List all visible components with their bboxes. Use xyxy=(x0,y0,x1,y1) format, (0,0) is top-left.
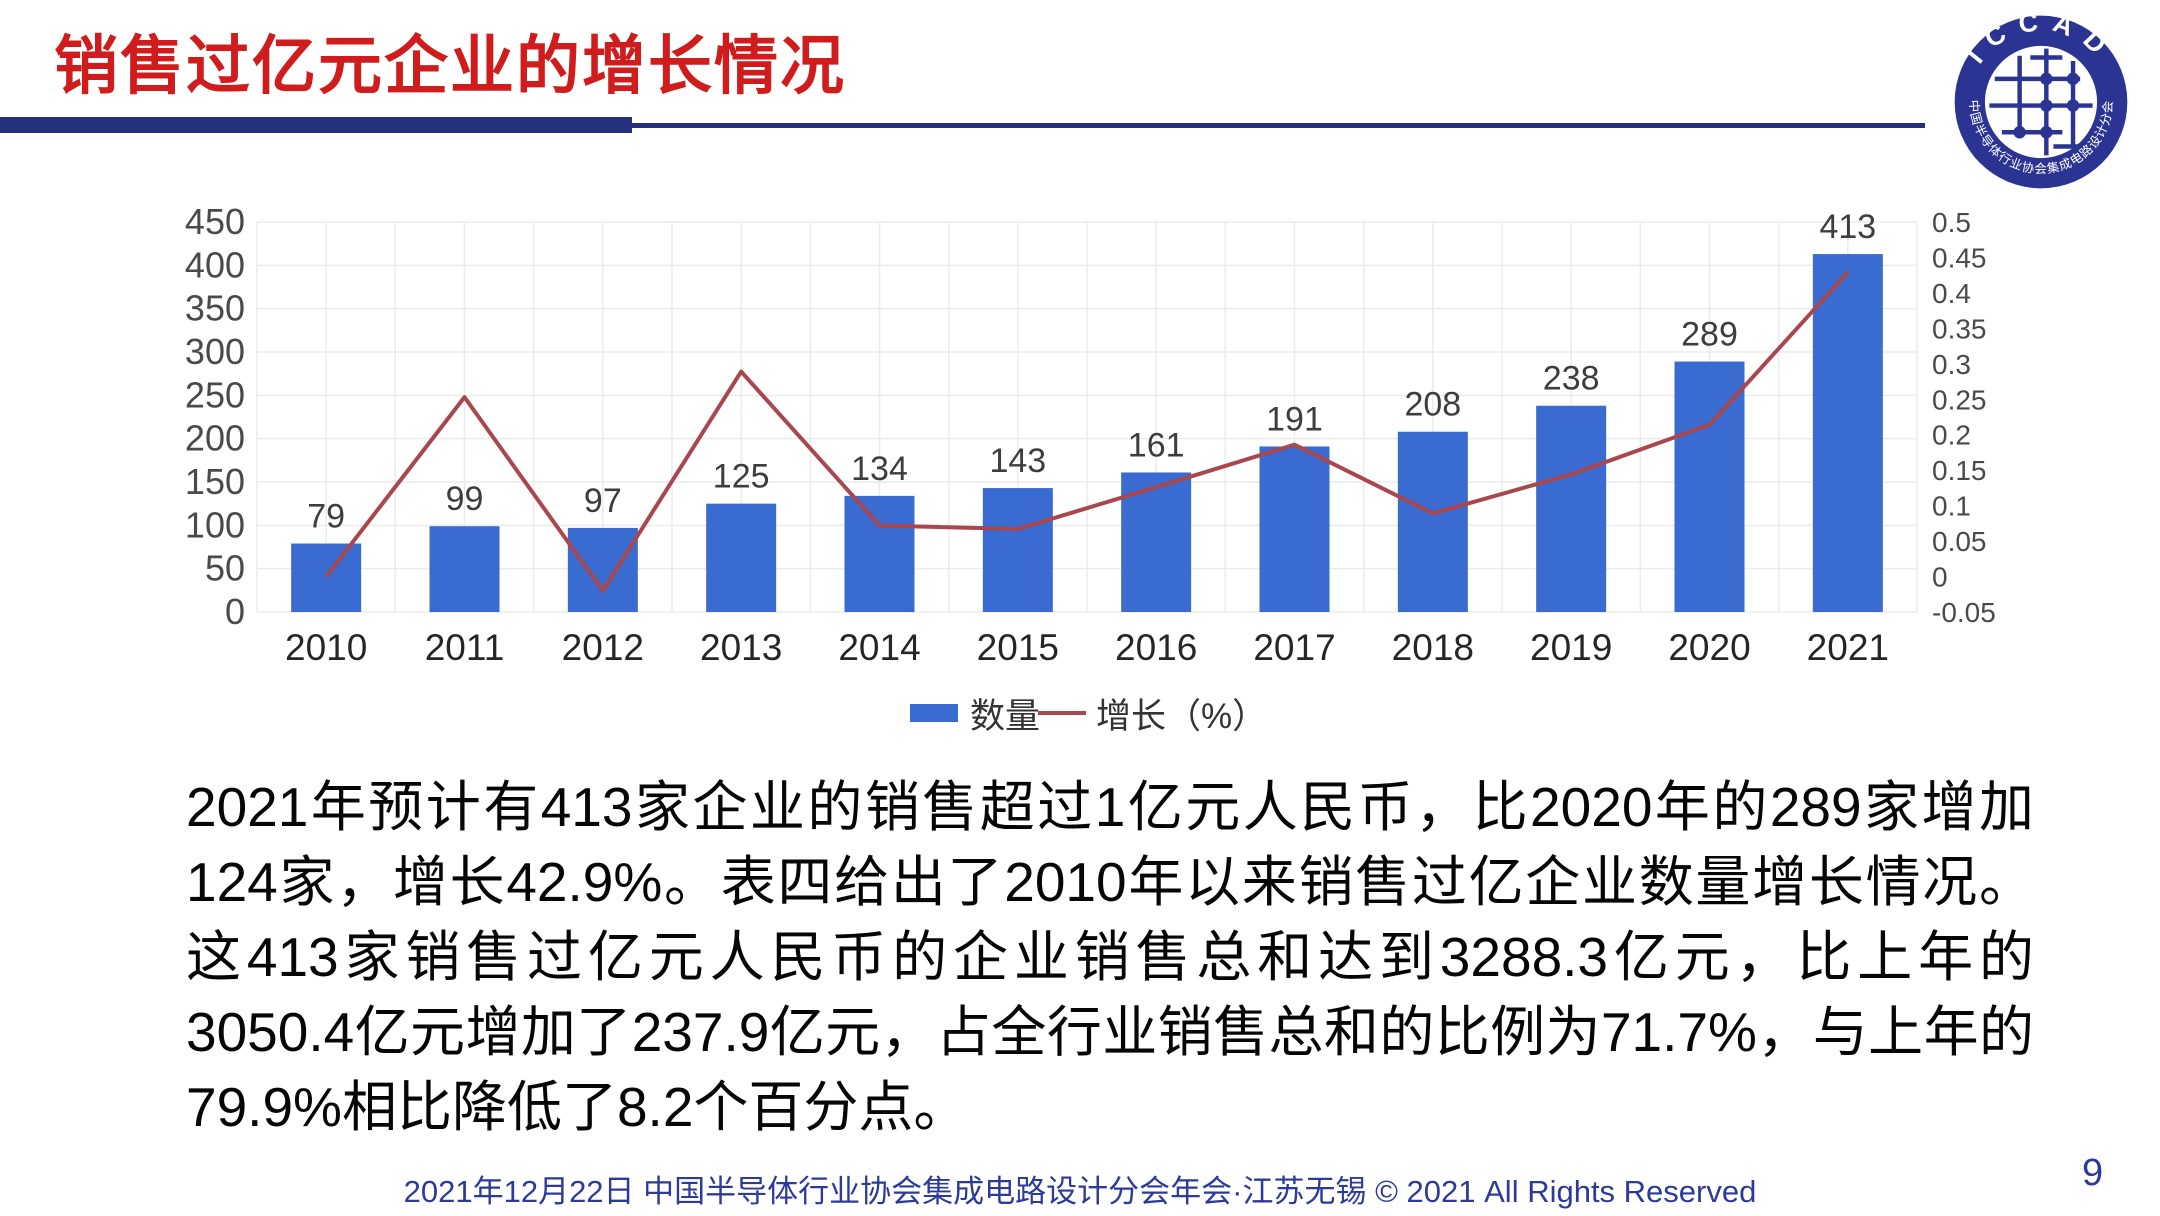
growth-chart-svg: 4504003503002502001501005000.50.450.40.3… xyxy=(185,201,1996,736)
bar-2015 xyxy=(982,488,1053,612)
chart-gridlines xyxy=(256,221,1918,613)
svg-text:413: 413 xyxy=(1819,208,1876,246)
growth-chart: 450 400 350 300 250 200 150 100 50 0 0.5 0.45 0.4 0.3… xyxy=(150,150,2010,760)
svg-text:97: 97 xyxy=(584,482,622,520)
svg-text:238: 238 xyxy=(1543,360,1600,398)
bar-2010 xyxy=(291,543,362,612)
bar-2020 xyxy=(1674,361,1745,612)
bar-2013 xyxy=(706,503,777,612)
svg-text:0.4: 0.4 xyxy=(1932,278,1971,309)
bar-2019 xyxy=(1536,405,1607,612)
body-paragraph: 2021年预计有413家企业的销售超过1亿元人民币，比2020年的289家增加1… xyxy=(186,776,2034,1138)
svg-text:2020: 2020 xyxy=(1668,627,1750,668)
svg-text:2021: 2021 xyxy=(1807,627,1889,668)
bar-2021 xyxy=(1812,254,1883,613)
svg-text:2010: 2010 xyxy=(285,627,367,668)
svg-text:-0.05: -0.05 xyxy=(1932,597,1996,628)
svg-text:2017: 2017 xyxy=(1253,627,1335,668)
svg-text:2013: 2013 xyxy=(700,627,782,668)
svg-text:0: 0 xyxy=(225,591,245,632)
svg-text:99: 99 xyxy=(446,480,484,518)
page-number: 9 xyxy=(2082,1152,2104,1194)
svg-text:289: 289 xyxy=(1681,316,1738,354)
bar-2014 xyxy=(844,495,915,612)
title-underline-thick xyxy=(0,117,632,133)
bar-series xyxy=(291,254,1883,613)
svg-text:125: 125 xyxy=(713,458,770,496)
svg-text:300: 300 xyxy=(185,331,245,372)
svg-text:0.2: 0.2 xyxy=(1932,420,1971,451)
footer-credit: 2021年12月22日 中国半导体行业协会集成电路设计分会年会·江苏无锡 © 2… xyxy=(403,1174,1757,1209)
bar-2012 xyxy=(567,527,638,612)
svg-text:0.25: 0.25 xyxy=(1932,384,1987,415)
svg-text:0.5: 0.5 xyxy=(1932,207,1971,238)
svg-text:134: 134 xyxy=(851,450,908,488)
bar-2018 xyxy=(1397,431,1468,612)
line-series xyxy=(324,271,1850,593)
svg-text:79: 79 xyxy=(307,498,345,536)
svg-text:400: 400 xyxy=(185,244,245,285)
bar-2011 xyxy=(429,526,500,612)
svg-text:0.05: 0.05 xyxy=(1932,526,1987,557)
title-underline-thin xyxy=(632,123,1925,128)
svg-text:2012: 2012 xyxy=(562,627,644,668)
growth-line xyxy=(324,271,1850,593)
svg-text:100: 100 xyxy=(185,504,245,545)
svg-text:2016: 2016 xyxy=(1115,627,1197,668)
page-title: 销售过亿元企业的增长情况 xyxy=(54,30,846,102)
chart-legend: 数量 增长（%） xyxy=(910,697,1267,736)
logo-circuit-grid xyxy=(1989,48,2093,156)
svg-text:191: 191 xyxy=(1266,400,1323,438)
category-axis-labels: 2010 2011 2012 2013 2014 2015 2016 2017 2018 2019… xyxy=(285,627,1889,668)
svg-text:0.35: 0.35 xyxy=(1932,313,1987,344)
svg-text:161: 161 xyxy=(1128,426,1185,464)
svg-text:200: 200 xyxy=(185,418,245,459)
svg-text:350: 350 xyxy=(185,288,245,329)
svg-text:2011: 2011 xyxy=(425,627,505,668)
iccad-logo: ICCAD 中国半导体行业协会集成电路设计分会 xyxy=(1954,13,2128,189)
bar-2017 xyxy=(1259,446,1330,612)
logo-inner-circle xyxy=(1984,45,2098,159)
svg-text:143: 143 xyxy=(989,442,1046,480)
right-axis-tick-labels: 0.5 0.45 0.4 0.35 0.3 0.25 0.2 0.15 0.1 0.05 0 -0.0… xyxy=(1932,207,1996,628)
svg-text:2018: 2018 xyxy=(1392,627,1474,668)
svg-text:50: 50 xyxy=(205,548,245,589)
svg-text:250: 250 xyxy=(185,374,245,415)
svg-text:150: 150 xyxy=(185,461,245,502)
svg-text:0.15: 0.15 xyxy=(1932,455,1987,486)
svg-text:2019: 2019 xyxy=(1530,627,1612,668)
legend-label-growth: 增长（%） xyxy=(1096,697,1267,736)
svg-text:0.45: 0.45 xyxy=(1932,242,1987,273)
svg-text:2014: 2014 xyxy=(838,627,920,668)
svg-text:208: 208 xyxy=(1404,386,1461,424)
legend-label-quantity: 数量 xyxy=(970,697,1040,736)
bar-data-labels: 79 99 97 125 134 143 161 191 208 238 289 413 xyxy=(307,208,1876,535)
svg-text:0.3: 0.3 xyxy=(1932,349,1971,380)
legend-bar-swatch xyxy=(910,704,958,722)
svg-text:0.1: 0.1 xyxy=(1932,491,1971,522)
svg-text:0: 0 xyxy=(1932,562,1948,593)
svg-text:2015: 2015 xyxy=(977,627,1059,668)
svg-text:450: 450 xyxy=(185,201,245,242)
